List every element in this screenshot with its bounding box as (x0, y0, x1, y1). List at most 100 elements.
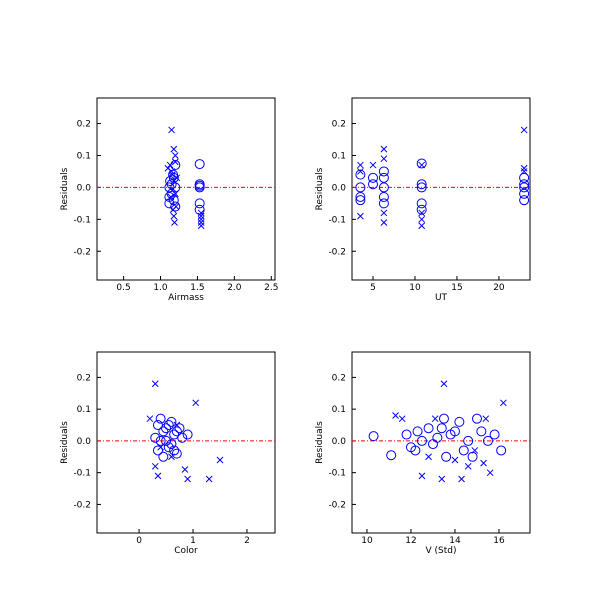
circle-point (161, 435, 172, 446)
x-axis-label: Color (174, 546, 198, 556)
cross-point (380, 209, 388, 217)
circle-point (378, 172, 389, 183)
cross-point (380, 219, 388, 226)
cross-point (380, 155, 388, 163)
x-tick-label: 2.5 (264, 283, 278, 293)
circle-point (163, 442, 174, 453)
circle-point (378, 182, 389, 193)
circle-point (367, 179, 378, 190)
circle-point (441, 451, 452, 462)
circle-point (368, 431, 379, 442)
y-tick-label: 0.0 (77, 183, 92, 193)
x-tick-label: 16 (493, 536, 505, 546)
cross-point (380, 145, 388, 153)
circle-point (194, 180, 205, 191)
circle-point (463, 435, 474, 446)
circle-point (416, 198, 427, 209)
x-tick-label: 10 (409, 283, 421, 293)
cross-point (151, 462, 159, 470)
circle-point (169, 445, 180, 456)
x-tick-label: 2.0 (227, 283, 242, 293)
cross-point (480, 459, 487, 467)
y-tick-label: -0.2 (73, 247, 91, 257)
cross-point (440, 380, 448, 388)
circle-point (177, 432, 188, 443)
y-tick-label: -0.2 (328, 247, 346, 257)
cross-point (369, 161, 377, 169)
x-tick-label: 1 (190, 536, 196, 546)
y-tick-label: -0.1 (328, 469, 346, 479)
cross-point (357, 161, 364, 169)
cross-point (438, 475, 446, 483)
cross-point (500, 399, 507, 407)
y-tick-label: 0.1 (77, 151, 91, 161)
cross-point (464, 462, 472, 470)
cross-point (151, 380, 159, 388)
cross-point (520, 164, 528, 172)
cross-point (398, 415, 406, 423)
cross-point (146, 415, 154, 423)
circle-point (155, 435, 166, 446)
circle-point (355, 182, 366, 193)
y-axis-label: Residuals (60, 421, 70, 464)
circle-point (166, 179, 177, 190)
circle-point (158, 426, 169, 437)
cross-point (216, 456, 224, 464)
y-tick-label: 0.2 (77, 373, 91, 383)
cross-point (197, 222, 205, 230)
circle-point (164, 182, 175, 193)
plot-frame (351, 97, 531, 281)
cross-point (357, 212, 364, 220)
cross-point (168, 126, 175, 134)
cross-point (157, 443, 165, 451)
y-tick-label: -0.1 (73, 469, 91, 479)
cross-point (168, 171, 176, 178)
cross-point (197, 215, 205, 223)
circle-point (438, 413, 449, 424)
circle-point (471, 413, 482, 424)
cross-point (418, 215, 426, 223)
cross-point (418, 222, 426, 230)
x-axis-label: Airmass (168, 293, 204, 303)
x-tick-label: 15 (451, 283, 462, 293)
cross-point (392, 412, 399, 419)
circle-point (412, 426, 423, 437)
cross-point (171, 219, 178, 226)
circle-point (416, 435, 427, 446)
circle-point (432, 432, 443, 443)
cross-point (471, 447, 479, 454)
circle-point (386, 450, 397, 461)
y-tick-label: -0.2 (328, 500, 346, 510)
cross-point (168, 453, 175, 461)
x-tick-label: 5 (370, 283, 376, 293)
circle-point (519, 195, 530, 206)
y-tick-label: 0.0 (77, 437, 92, 447)
cross-point (431, 415, 439, 423)
y-tick-label: 0.2 (332, 120, 346, 130)
y-tick-label: 0.1 (77, 405, 91, 415)
circle-point (476, 426, 487, 437)
cross-point (520, 126, 528, 134)
cross-point (425, 453, 432, 461)
circle-point (158, 451, 169, 462)
cross-point (418, 209, 426, 217)
cross-point (184, 475, 191, 483)
y-tick-label: 0.1 (332, 151, 346, 161)
circle-point (423, 423, 434, 434)
circle-point (194, 159, 205, 170)
circle-point (467, 451, 478, 462)
circle-point (367, 172, 378, 183)
x-tick-label: 10 (361, 536, 373, 546)
cross-point (520, 168, 528, 175)
circle-point (171, 448, 182, 459)
circle-point (378, 191, 389, 202)
circle-point (194, 204, 205, 215)
cross-point (170, 212, 178, 220)
plot-frame (96, 97, 276, 281)
y-tick-label: -0.2 (73, 500, 91, 510)
cross-point (171, 190, 179, 198)
circle-point (355, 191, 366, 202)
x-tick-label: 20 (493, 283, 505, 293)
circle-point (174, 423, 185, 434)
cross-point (170, 145, 178, 153)
